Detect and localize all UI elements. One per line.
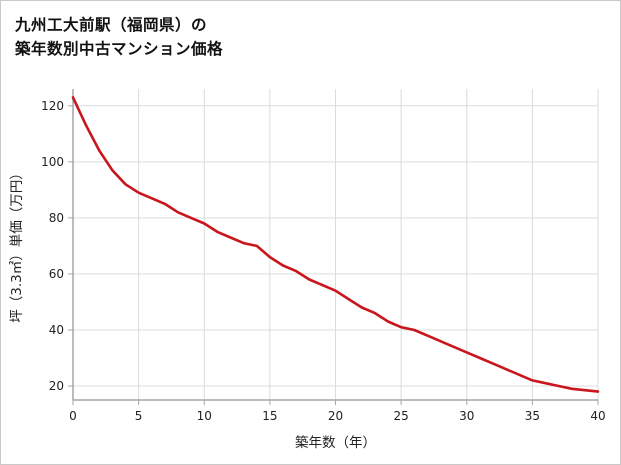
chart-title-line2: 築年数別中古マンション価格 bbox=[15, 40, 224, 59]
x-tick-label: 0 bbox=[69, 409, 77, 423]
price-by-age-line-chart: 0 5 10 15 20 25 30 35 40 20 40 60 80 100 120 築年数（年） 坪（3.… bbox=[1, 73, 620, 464]
x-tick-label: 40 bbox=[590, 409, 605, 423]
x-tick-label: 15 bbox=[262, 409, 277, 423]
x-tick-label: 10 bbox=[197, 409, 212, 423]
price-series-line bbox=[71, 96, 600, 393]
chart-canvas: 0 5 10 15 20 25 30 35 40 20 40 60 80 100 120 築年数（年） 坪（3.… bbox=[9, 89, 606, 451]
x-tick-label: 5 bbox=[135, 409, 143, 423]
y-tick-label: 40 bbox=[49, 323, 64, 337]
y-tick-label: 60 bbox=[49, 267, 64, 281]
x-tick-label: 20 bbox=[328, 409, 343, 423]
x-tick-label: 35 bbox=[525, 409, 540, 423]
x-axis-title: 築年数（年） bbox=[295, 435, 376, 451]
chart-title: 九州工大前駅（福岡県）の 築年数別中古マンション価格 bbox=[1, 1, 620, 61]
y-tick-label: 20 bbox=[49, 379, 64, 393]
x-tick-label: 30 bbox=[459, 409, 474, 423]
y-tick-label: 80 bbox=[49, 211, 64, 225]
y-tick-label: 120 bbox=[41, 99, 64, 113]
y-axis-title: 坪（3.3㎡）単価（万円） bbox=[9, 166, 25, 322]
y-tick-label: 100 bbox=[41, 155, 64, 169]
x-tick-label: 25 bbox=[393, 409, 408, 423]
chart-title-line1: 九州工大前駅（福岡県）の bbox=[15, 16, 208, 34]
